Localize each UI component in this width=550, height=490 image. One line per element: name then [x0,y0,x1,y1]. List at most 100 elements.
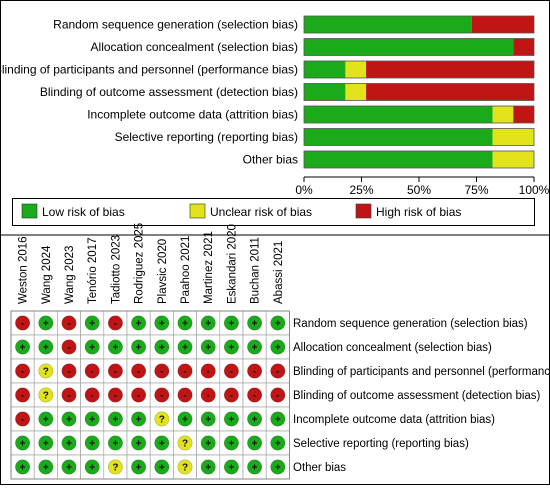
bar-segment-unclear-6 [492,151,534,168]
judgement-4-1 [38,411,54,427]
judgement-symbol-2-3: - [91,367,94,378]
judgement-3-9 [223,387,239,403]
judgement-symbol-2-5: - [137,367,140,378]
x-tick-label-0: 0% [295,183,313,197]
judgement-symbol-5-11: + [275,439,281,450]
bar-segment-high-4 [513,106,534,123]
judgement-1-9 [223,339,239,355]
judgement-symbol-3-5: - [137,391,140,402]
bar-outline-2 [303,60,535,79]
judgement-symbol-3-9: - [230,391,233,402]
judgement-symbol-3-7: - [183,391,186,402]
judgement-5-7 [177,435,193,451]
bar-segment-low-3 [304,83,346,101]
bar-outline-3 [303,83,535,101]
judgement-symbol-2-4: - [114,367,117,378]
study-label-3: Tenório 2017 [87,238,99,305]
x-tick-label-3: 75% [464,183,488,197]
judgement-symbol-2-7: - [183,367,186,378]
judgement-0-11 [270,315,286,331]
judgement-6-9 [223,459,239,475]
judgement-symbol-3-8: - [207,391,210,402]
judgement-1-6 [154,339,170,355]
judgement-4-10 [247,411,263,427]
judgement-2-6 [154,363,170,379]
judgement-2-7 [177,363,193,379]
x-tick-label-4: 100% [519,183,550,197]
judgement-symbol-6-9: + [228,463,234,474]
legend-label-unclear: Unclear risk of bias [210,205,312,219]
study-label-7: Paahoo 2021 [180,236,192,304]
judgement-symbol-6-3: + [89,463,95,474]
judgement-5-11 [270,435,286,451]
judgement-symbol-0-10: + [252,319,258,330]
judgement-symbol-1-5: + [136,343,142,354]
judgement-3-6 [154,387,170,403]
judgement-3-0 [15,387,31,403]
judgement-symbol-1-2: - [67,343,70,354]
judgement-6-2 [61,459,77,475]
judgement-4-8 [200,411,216,427]
bar-segment-low-5 [304,128,493,146]
judgement-symbol-0-2: - [67,319,70,330]
judgement-1-0 [15,339,31,355]
grid-domain-label-6: Other bias [293,462,346,474]
judgement-symbol-6-2: + [66,463,72,474]
judgement-5-2 [61,435,77,451]
domain-label-6: Other bias [243,153,298,167]
bar-segment-low-1 [304,38,514,56]
judgement-symbol-0-5: + [136,319,142,330]
judgement-symbol-6-0: + [20,463,26,474]
judgement-5-8 [200,435,216,451]
study-label-0: Weston 2016 [18,236,30,304]
judgement-symbol-0-11: + [275,319,281,330]
domain-label-4: Incomplete outcome data (attrition bias) [87,108,298,122]
domain-label-1: Allocation concealment (selection bias) [91,40,298,54]
judgement-6-8 [200,459,216,475]
domain-label-5: Selective reporting (reporting bias) [115,130,298,144]
judgement-symbol-6-4: ? [112,463,118,474]
judgement-2-1 [38,363,54,379]
judgement-symbol-5-5: + [136,439,142,450]
domain-label-0: Random sequence generation (selection bi… [53,18,298,32]
judgement-0-6 [154,315,170,331]
bar-segment-low-4 [304,106,493,123]
study-label-2: Wang 2023 [64,246,76,304]
judgement-symbol-0-1: + [43,319,49,330]
bar-segment-high-0 [471,16,534,33]
judgement-6-10 [247,459,263,475]
judgement-symbol-4-1: + [43,415,49,426]
judgement-symbol-2-10: - [253,367,256,378]
judgement-1-7 [177,339,193,355]
judgement-symbol-3-10: - [253,391,256,402]
judgement-symbol-4-11: + [275,415,281,426]
judgement-symbol-4-10: + [252,415,258,426]
judgement-symbol-4-0: - [21,415,24,426]
judgement-5-3 [84,435,100,451]
judgement-0-1 [38,315,54,331]
judgement-3-8 [200,387,216,403]
judgement-symbol-1-11: + [275,343,281,354]
judgement-6-6 [154,459,170,475]
judgement-symbol-5-2: + [66,439,72,450]
judgement-symbol-2-0: - [21,367,24,378]
judgement-4-11 [270,411,286,427]
judgement-symbol-5-6: + [159,439,165,450]
study-label-11: Abassi 2021 [273,241,285,304]
judgement-symbol-2-8: - [207,367,210,378]
judgement-3-7 [177,387,193,403]
legend-swatch-high [355,203,372,219]
judgement-symbol-3-6: - [160,391,163,402]
judgement-symbol-3-2: - [67,391,70,402]
judgement-symbol-3-11: - [276,391,279,402]
bar-outline-0 [303,15,535,34]
judgement-5-5 [131,435,147,451]
judgement-6-11 [270,459,286,475]
judgement-symbol-4-9: + [228,415,234,426]
judgement-symbol-0-6: + [159,319,165,330]
judgement-symbol-2-11: - [276,367,279,378]
grid-domain-label-2: Blinding of participants and personnel (… [293,366,550,378]
judgement-6-1 [38,459,54,475]
